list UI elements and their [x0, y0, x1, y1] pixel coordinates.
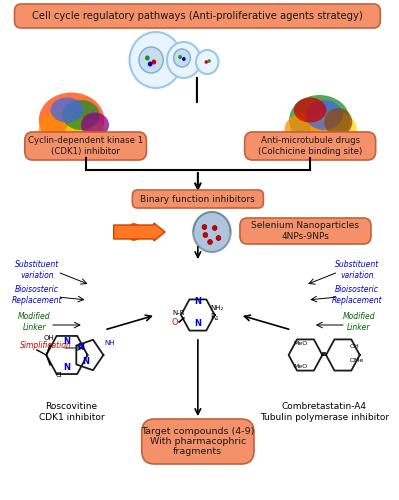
Text: N: N	[63, 364, 70, 372]
Circle shape	[202, 224, 207, 230]
Circle shape	[145, 56, 150, 60]
Text: Cyclin-dependent kinase 1
(CDK1) inhibitor: Cyclin-dependent kinase 1 (CDK1) inhibit…	[28, 136, 143, 156]
Text: Modified
Linker: Modified Linker	[342, 312, 375, 332]
Text: O: O	[171, 318, 178, 327]
FancyBboxPatch shape	[240, 218, 371, 244]
Ellipse shape	[324, 108, 352, 136]
Text: Simplification: Simplification	[20, 340, 72, 349]
Text: Substituent
variation: Substituent variation	[335, 260, 379, 280]
FancyBboxPatch shape	[132, 190, 263, 208]
Text: Cl: Cl	[56, 372, 62, 378]
Ellipse shape	[284, 112, 326, 148]
Ellipse shape	[310, 111, 357, 149]
FancyArrow shape	[114, 223, 165, 241]
Circle shape	[167, 42, 201, 78]
Circle shape	[205, 60, 208, 64]
Circle shape	[193, 212, 231, 252]
Text: N: N	[194, 297, 201, 306]
Circle shape	[152, 60, 156, 64]
Text: OH: OH	[43, 335, 54, 341]
Circle shape	[148, 62, 152, 66]
Text: NH₂: NH₂	[210, 305, 223, 311]
Circle shape	[216, 236, 221, 240]
Ellipse shape	[62, 100, 100, 130]
Text: Combretastatin-A4
Tubulin polymerase inhibitor: Combretastatin-A4 Tubulin polymerase inh…	[260, 402, 389, 421]
Circle shape	[178, 55, 182, 59]
Text: N: N	[63, 338, 70, 346]
Text: R₁: R₁	[210, 313, 218, 322]
Circle shape	[174, 49, 190, 67]
Circle shape	[212, 226, 217, 230]
FancyBboxPatch shape	[245, 132, 375, 160]
Ellipse shape	[289, 95, 350, 145]
Ellipse shape	[294, 98, 326, 122]
Text: OH: OH	[350, 344, 359, 349]
Text: Selenium Nanoparticles
4NPs-9NPs: Selenium Nanoparticles 4NPs-9NPs	[251, 222, 359, 240]
Text: Cell cycle regulatory pathways (Anti-proliferative agents strategy): Cell cycle regulatory pathways (Anti-pro…	[32, 11, 363, 21]
Circle shape	[207, 59, 211, 63]
Text: Roscovitine
CDK1 inhibitor: Roscovitine CDK1 inhibitor	[39, 402, 105, 421]
Text: Target compounds (4-9)
With pharmacophric
fragments: Target compounds (4-9) With pharmacophri…	[141, 426, 255, 456]
Circle shape	[139, 47, 163, 73]
Ellipse shape	[81, 112, 109, 138]
Text: N: N	[82, 358, 89, 366]
Text: N: N	[77, 344, 85, 352]
FancyBboxPatch shape	[142, 419, 254, 464]
Circle shape	[208, 240, 212, 244]
Text: Anti-microtubule drugs
(Colchicine binding site): Anti-microtubule drugs (Colchicine bindi…	[258, 136, 362, 156]
Circle shape	[203, 232, 208, 237]
Circle shape	[182, 57, 186, 61]
Text: MeO: MeO	[293, 341, 308, 346]
Ellipse shape	[51, 98, 83, 122]
FancyBboxPatch shape	[25, 132, 146, 160]
Text: NH: NH	[104, 340, 115, 346]
Text: Binary function inhibitors: Binary function inhibitors	[140, 194, 255, 203]
FancyBboxPatch shape	[14, 4, 380, 28]
Text: OMe: OMe	[350, 358, 363, 363]
Ellipse shape	[65, 118, 107, 152]
Text: Bioisosteric
Replacement: Bioisosteric Replacement	[12, 286, 62, 304]
Text: Substituent
variation: Substituent variation	[15, 260, 59, 280]
Ellipse shape	[39, 110, 86, 150]
Text: N-R: N-R	[172, 310, 185, 316]
Text: Bioisosteric
Replacement: Bioisosteric Replacement	[332, 286, 382, 304]
Ellipse shape	[306, 100, 343, 130]
Circle shape	[196, 50, 218, 74]
Text: MeO: MeO	[293, 364, 308, 369]
Circle shape	[130, 32, 182, 88]
Text: Modified
Linker: Modified Linker	[18, 312, 50, 332]
Text: N: N	[194, 319, 201, 328]
Ellipse shape	[39, 92, 104, 148]
